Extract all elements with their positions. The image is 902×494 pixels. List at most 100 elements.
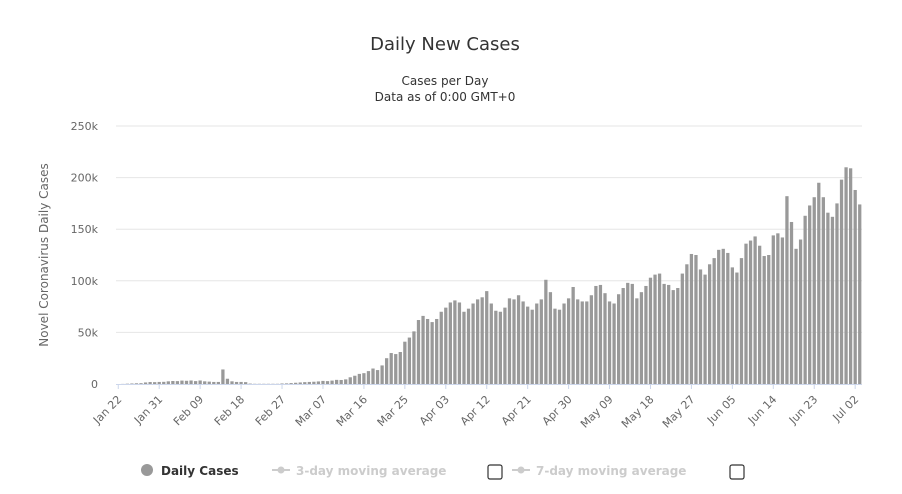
bar[interactable] — [294, 382, 298, 384]
bar[interactable] — [221, 369, 225, 384]
bar[interactable] — [548, 292, 553, 384]
bar[interactable] — [667, 284, 671, 384]
bar[interactable] — [803, 215, 807, 384]
bar[interactable] — [858, 204, 862, 384]
bar[interactable] — [557, 309, 562, 384]
bar[interactable] — [207, 381, 211, 384]
bar[interactable] — [244, 382, 248, 384]
bar[interactable] — [566, 298, 571, 384]
3-day-moving-average-checkbox[interactable] — [487, 464, 503, 480]
bar[interactable] — [475, 299, 480, 384]
bar[interactable] — [835, 203, 839, 384]
bar[interactable] — [298, 382, 302, 384]
bar[interactable] — [498, 311, 503, 384]
bar[interactable] — [430, 322, 434, 384]
bar[interactable] — [808, 205, 812, 384]
bar[interactable] — [394, 354, 398, 384]
bar[interactable] — [344, 379, 348, 384]
bar[interactable] — [316, 381, 321, 384]
bar[interactable] — [307, 381, 311, 384]
bar[interactable] — [503, 307, 507, 384]
bar[interactable] — [626, 282, 630, 384]
bar[interactable] — [212, 381, 216, 384]
bar[interactable] — [193, 381, 198, 384]
bar[interactable] — [576, 299, 580, 384]
bar[interactable] — [407, 337, 412, 384]
bar[interactable] — [785, 196, 789, 384]
bar[interactable] — [330, 380, 334, 384]
bar[interactable] — [512, 299, 516, 384]
bar[interactable] — [812, 197, 816, 384]
bar[interactable] — [758, 245, 762, 384]
bar[interactable] — [416, 320, 421, 384]
bar[interactable] — [225, 378, 230, 384]
bar[interactable] — [639, 292, 644, 384]
bar[interactable] — [380, 365, 384, 384]
bar[interactable] — [621, 288, 625, 384]
bar[interactable] — [826, 212, 830, 384]
bar[interactable] — [644, 285, 648, 384]
bar[interactable] — [189, 380, 193, 384]
bar[interactable] — [607, 301, 612, 384]
bar[interactable] — [589, 295, 593, 384]
bar[interactable] — [325, 381, 330, 384]
bar[interactable] — [771, 235, 775, 384]
bar[interactable] — [403, 341, 407, 384]
bar[interactable] — [339, 379, 343, 384]
bar[interactable] — [612, 303, 616, 385]
bar[interactable] — [594, 285, 598, 384]
bar[interactable] — [134, 383, 139, 384]
bar[interactable] — [739, 258, 744, 384]
bar[interactable] — [635, 298, 639, 384]
bar[interactable] — [821, 197, 825, 384]
bar[interactable] — [457, 302, 462, 384]
bar[interactable] — [698, 269, 703, 384]
bar[interactable] — [425, 318, 430, 384]
bar[interactable] — [289, 383, 293, 384]
bar[interactable] — [544, 279, 548, 384]
bar[interactable] — [389, 353, 393, 384]
bar[interactable] — [680, 273, 684, 384]
bar[interactable] — [676, 288, 680, 384]
bar[interactable] — [671, 290, 675, 384]
legend-item-7-day-moving-average[interactable]: 7-day moving average — [512, 464, 686, 478]
bar[interactable] — [239, 381, 243, 384]
bar[interactable] — [421, 315, 425, 384]
bar[interactable] — [353, 375, 357, 384]
bar[interactable] — [439, 311, 443, 384]
bar[interactable] — [694, 255, 698, 384]
bar[interactable] — [516, 295, 521, 384]
bar[interactable] — [630, 283, 634, 384]
bar[interactable] — [462, 311, 466, 384]
bar[interactable] — [717, 249, 721, 384]
bar[interactable] — [539, 299, 543, 384]
bar[interactable] — [848, 168, 853, 384]
bar[interactable] — [853, 189, 857, 384]
bar[interactable] — [794, 248, 798, 384]
bar[interactable] — [171, 381, 175, 384]
bar[interactable] — [448, 302, 452, 384]
bar[interactable] — [203, 381, 207, 384]
bar[interactable] — [148, 382, 152, 384]
bar[interactable] — [830, 216, 835, 384]
bar[interactable] — [585, 301, 589, 384]
bar[interactable] — [143, 382, 148, 384]
bar[interactable] — [444, 307, 448, 384]
bar[interactable] — [216, 381, 220, 384]
bar[interactable] — [521, 301, 525, 384]
bar[interactable] — [748, 240, 753, 384]
bar[interactable] — [598, 284, 603, 384]
bar[interactable] — [412, 331, 416, 384]
bar[interactable] — [312, 381, 316, 384]
bar[interactable] — [480, 297, 484, 384]
bar[interactable] — [198, 380, 202, 384]
bar[interactable] — [362, 373, 366, 384]
bar[interactable] — [230, 381, 234, 384]
bar[interactable] — [726, 252, 730, 384]
bar[interactable] — [776, 233, 780, 384]
bar[interactable] — [735, 272, 739, 384]
bar[interactable] — [385, 358, 389, 384]
bar[interactable] — [712, 258, 716, 384]
bar[interactable] — [466, 308, 471, 384]
bar[interactable] — [653, 274, 657, 384]
